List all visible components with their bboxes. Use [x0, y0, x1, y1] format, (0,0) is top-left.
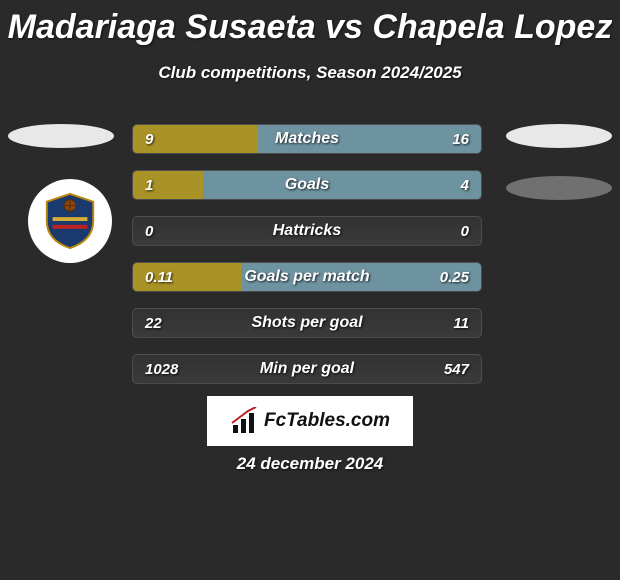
footer-date: 24 december 2024: [0, 454, 620, 474]
stat-row: 0.110.25Goals per match: [132, 262, 482, 292]
stat-label: Hattricks: [133, 217, 481, 245]
comparison-bars: 916Matches 14Goals 00Hattricks 0.110.25Goal…: [132, 124, 482, 400]
footer-logo: FcTables.com: [207, 396, 413, 446]
eibar-crest-icon: [41, 192, 99, 250]
page-title: Madariaga Susaeta vs Chapela Lopez: [0, 0, 620, 47]
club-badge: [28, 179, 112, 263]
stat-row: 00Hattricks: [132, 216, 482, 246]
stat-row: 14Goals: [132, 170, 482, 200]
subtitle: Club competitions, Season 2024/2025: [0, 63, 620, 83]
footer-brand-text: FcTables.com: [264, 410, 390, 432]
stat-label: Min per goal: [133, 355, 481, 383]
player-oval-right-2: [506, 176, 612, 200]
stat-label: Goals per match: [133, 263, 481, 291]
stat-row: 2211Shots per goal: [132, 308, 482, 338]
player-oval-left-1: [8, 124, 114, 148]
stat-row: 916Matches: [132, 124, 482, 154]
stat-row: 1028547Min per goal: [132, 354, 482, 384]
fctables-icon: [230, 407, 258, 435]
stat-label: Goals: [133, 171, 481, 199]
stat-label: Shots per goal: [133, 309, 481, 337]
stat-label: Matches: [133, 125, 481, 153]
player-oval-right-1: [506, 124, 612, 148]
